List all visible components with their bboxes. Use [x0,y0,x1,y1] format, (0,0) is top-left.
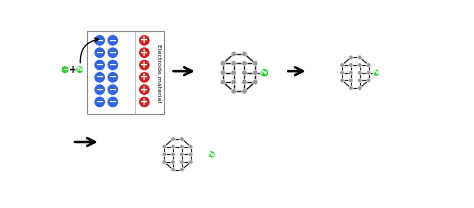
Text: +: + [140,35,148,45]
Text: +: + [69,65,77,75]
Text: −: − [109,72,117,82]
Text: −: − [62,67,68,73]
Text: +: + [140,60,148,70]
Circle shape [138,59,150,71]
Text: −: − [96,60,104,70]
Bar [87,31,164,114]
Circle shape [357,71,362,75]
Circle shape [171,160,175,164]
Circle shape [340,78,344,83]
Circle shape [76,66,83,73]
Circle shape [107,35,118,46]
Circle shape [94,84,106,95]
Circle shape [162,160,166,164]
Text: Fe: Fe [208,152,215,157]
Circle shape [171,137,175,141]
Circle shape [373,69,380,76]
Circle shape [180,137,184,141]
Circle shape [138,72,150,83]
Circle shape [357,63,362,67]
Circle shape [138,84,150,95]
Circle shape [107,72,118,83]
Text: −: − [96,48,104,58]
Circle shape [242,70,247,75]
Text: Fe: Fe [76,67,83,72]
Circle shape [231,51,237,57]
Circle shape [107,47,118,58]
Circle shape [349,63,353,67]
Circle shape [94,59,106,71]
FancyArrowPatch shape [80,38,99,63]
Circle shape [138,47,150,58]
Circle shape [231,61,237,66]
Circle shape [349,78,353,83]
Text: −: − [96,97,104,107]
Circle shape [242,79,247,85]
Circle shape [61,66,69,73]
Text: −: − [96,85,104,95]
Circle shape [171,152,175,157]
Circle shape [357,86,362,90]
Circle shape [340,71,344,75]
Text: −: − [109,97,117,107]
Circle shape [349,86,353,90]
Circle shape [366,71,371,75]
Circle shape [94,35,106,46]
Text: −: − [96,35,104,45]
Circle shape [189,160,193,164]
Text: −: − [109,48,117,58]
Circle shape [138,35,150,46]
Circle shape [107,59,118,71]
Circle shape [94,72,106,83]
Circle shape [260,68,269,77]
Circle shape [220,70,226,75]
Text: +: + [140,72,148,82]
Circle shape [94,47,106,58]
Text: Fe: Fe [261,70,268,75]
Circle shape [349,71,353,75]
Circle shape [107,96,118,108]
Circle shape [231,89,237,94]
Circle shape [220,79,226,85]
Text: −: − [109,35,117,45]
Circle shape [231,70,237,75]
Circle shape [189,144,193,149]
Circle shape [208,151,215,158]
Circle shape [357,78,362,83]
Circle shape [242,51,247,57]
Text: −: − [96,72,104,82]
Circle shape [231,79,237,85]
Circle shape [107,84,118,95]
Circle shape [162,144,166,149]
Circle shape [180,160,184,164]
Text: +: + [140,85,148,95]
Circle shape [253,70,258,75]
Circle shape [366,63,371,67]
Circle shape [138,96,150,108]
Circle shape [220,61,226,66]
Circle shape [340,63,344,67]
Text: Fe: Fe [373,70,380,75]
Circle shape [253,61,258,66]
Circle shape [366,78,371,83]
Text: +: + [140,97,148,107]
Circle shape [242,89,247,94]
Text: Electrode material: Electrode material [156,44,162,102]
Text: +: + [140,48,148,58]
Circle shape [180,152,184,157]
Circle shape [242,61,247,66]
Circle shape [180,167,184,172]
Circle shape [253,79,258,85]
Circle shape [349,55,353,60]
Text: −: − [109,60,117,70]
Circle shape [171,144,175,149]
Circle shape [171,167,175,172]
Circle shape [189,152,193,157]
Circle shape [94,96,106,108]
Text: −: − [109,85,117,95]
Circle shape [357,55,362,60]
Circle shape [162,152,166,157]
Circle shape [180,144,184,149]
